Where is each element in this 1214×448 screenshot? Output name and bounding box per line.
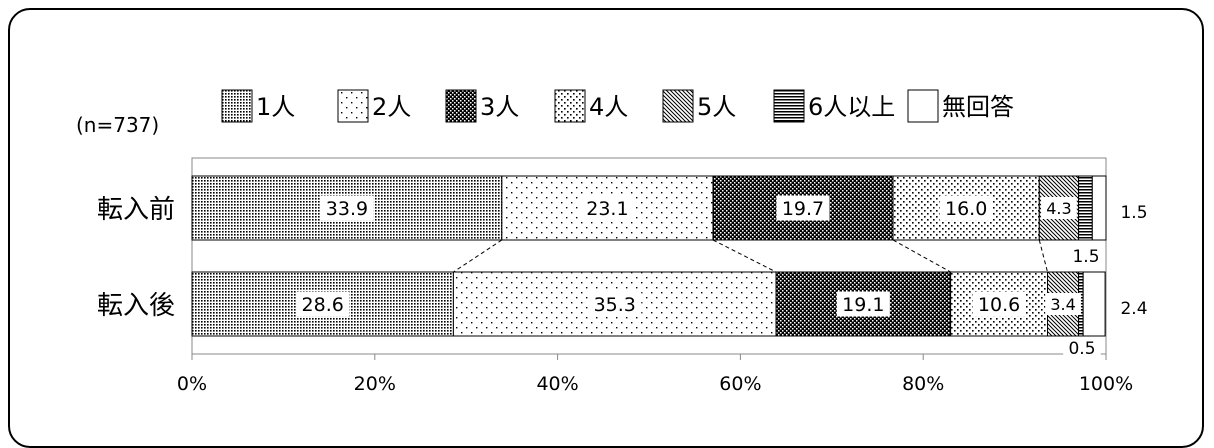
bar-segment <box>1091 175 1107 241</box>
legend-label: 1人 <box>256 93 295 121</box>
data-label: 1.5 <box>1120 203 1147 223</box>
legend-swatch <box>221 89 253 123</box>
data-label-bg <box>939 195 993 221</box>
x-tick-label: 20% <box>354 373 396 395</box>
connector-line <box>453 239 503 273</box>
data-label-bg <box>1115 200 1153 224</box>
data-label-bg <box>1041 197 1077 219</box>
data-label-bg <box>776 195 830 221</box>
x-tick-label: 60% <box>719 373 761 395</box>
legend: (n=737) 1人 2人 3人 4人 5人 6人以上 無回答 <box>76 89 1014 137</box>
connector-line <box>892 239 951 273</box>
legend-item: 3人 <box>445 89 519 123</box>
data-label: 3.4 <box>1050 295 1075 314</box>
legend-label: 2人 <box>372 93 411 121</box>
data-label: 19.1 <box>842 294 884 316</box>
legend-item: 6人以上 <box>773 89 895 123</box>
connector-line <box>712 239 777 273</box>
legend-item: 4人 <box>554 89 628 123</box>
data-label: 4.3 <box>1046 199 1071 218</box>
data-label-bg <box>972 291 1026 317</box>
data-label: 33.9 <box>326 198 368 220</box>
legend-item: 5人 <box>662 89 736 123</box>
data-label: 28.6 <box>302 294 344 316</box>
data-label-bg <box>1045 293 1081 315</box>
data-label: 0.5 <box>1068 339 1095 359</box>
x-tick-label: 100% <box>1079 373 1133 395</box>
data-label-bg <box>320 195 374 221</box>
data-label: 16.0 <box>945 198 987 220</box>
legend-label: 6人以上 <box>808 93 895 121</box>
data-label-bg <box>836 291 890 317</box>
data-label: 35.3 <box>594 294 636 316</box>
plot-border <box>191 157 1107 355</box>
legend-swatch <box>773 89 805 123</box>
data-label-bg <box>1063 336 1101 360</box>
data-label: 19.7 <box>782 198 824 220</box>
legend-label: 4人 <box>589 93 628 121</box>
legend-item: 1人 <box>221 89 295 123</box>
legend-swatch <box>662 89 694 123</box>
legend-swatch <box>337 89 369 123</box>
data-label-bg <box>580 195 634 221</box>
data-label: 10.6 <box>978 294 1020 316</box>
legend-swatch <box>445 89 477 123</box>
legend-label: 5人 <box>697 93 736 121</box>
data-label: 1.5 <box>1072 247 1099 267</box>
legend-label: 無回答 <box>942 93 1014 121</box>
bar-segment <box>1078 175 1093 241</box>
sample-size-label: (n=737) <box>76 113 159 137</box>
x-tick-label: 0% <box>177 373 207 395</box>
data-label-bg <box>1067 244 1105 268</box>
data-label-bg <box>1115 296 1153 320</box>
data-label-bg <box>296 291 350 317</box>
data-label: 2.4 <box>1120 299 1147 319</box>
legend-swatch <box>907 89 939 123</box>
category-label: 転入後 <box>97 291 175 321</box>
bar-segment <box>1082 271 1106 337</box>
data-label-bg <box>588 291 642 317</box>
data-label: 23.1 <box>586 198 628 220</box>
legend-item: 無回答 <box>907 89 1014 123</box>
legend-swatch <box>554 89 586 123</box>
legend-item: 2人 <box>337 89 411 123</box>
category-label: 転入前 <box>97 195 175 225</box>
x-tick-label: 80% <box>902 373 944 395</box>
connector-line <box>1038 239 1048 273</box>
x-tick-label: 40% <box>536 373 578 395</box>
legend-label: 3人 <box>480 93 519 121</box>
